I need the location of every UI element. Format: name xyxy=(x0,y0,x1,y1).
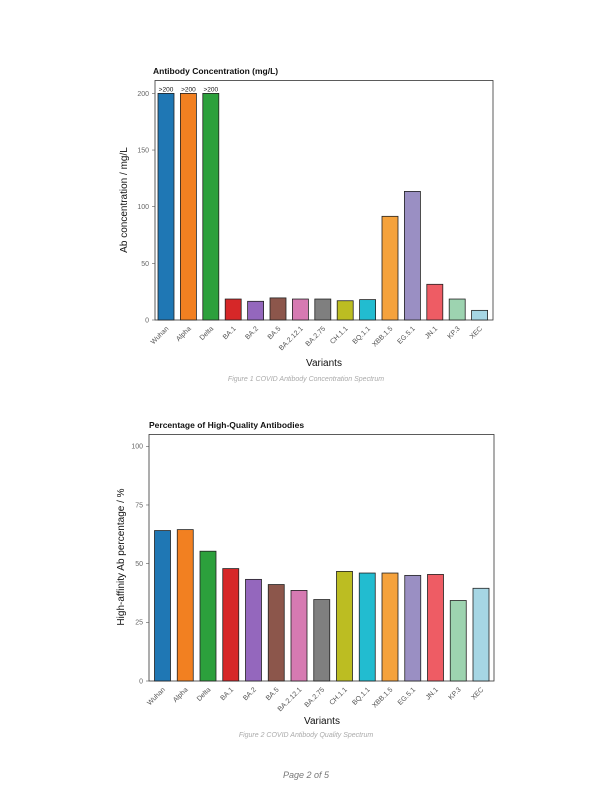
x-ticks: Wuhan Alpha Delta BA.1 BA.2 BA.5BA.2.12.1 BA.2… xyxy=(146,686,485,713)
y-tick-label: 0 xyxy=(145,317,149,324)
x-tick-label: Alpha xyxy=(175,325,193,343)
bar-jn-1 xyxy=(427,574,444,682)
x-tick-label: BA.5 xyxy=(265,686,281,702)
x-tick-label: EG.5.1 xyxy=(397,686,417,706)
x-tick-label: BA.2 xyxy=(244,325,260,341)
y-ticks: 0 25 50 75 100 xyxy=(131,444,149,685)
bar-ba-5 xyxy=(269,297,287,321)
x-tick-label: Delta xyxy=(199,325,216,342)
bar-bq-1-1 xyxy=(358,572,376,682)
bar-ba-1 xyxy=(222,568,240,682)
x-tick-label: XEC xyxy=(469,325,484,340)
data-label: >200 xyxy=(181,86,196,93)
x-tick-label: Delta xyxy=(196,686,213,703)
bar-ch-1-1 xyxy=(336,300,354,321)
x-tick-label: JN.1 xyxy=(425,686,440,701)
y-ticks: 0 50 100 150 200 xyxy=(137,91,155,324)
bar-ba-1 xyxy=(224,298,242,321)
bar-ba-2 xyxy=(247,300,265,321)
bar-xbb-1-5 xyxy=(381,572,399,682)
bar-xbb-1-5 xyxy=(381,215,399,321)
x-tick-label: XEC xyxy=(470,686,485,701)
x-tick-label: BA.2.75 xyxy=(304,686,327,709)
y-tick-label: 100 xyxy=(131,444,143,451)
x-tick-label: XBB.1.5 xyxy=(371,325,394,348)
x-ticks: Wuhan Alpha Delta BA.1 BA.2 BA.5BA.2.12.1 BA.2… xyxy=(150,325,484,352)
bar-ba-2-75 xyxy=(314,298,332,321)
y-tick-label: 25 xyxy=(135,620,143,627)
x-axis-label: Variants xyxy=(304,716,340,727)
x-tick-label: BQ.1.1 xyxy=(351,686,371,706)
y-axis-label: High-affinity Ab percentage / % xyxy=(116,488,127,625)
figure-caption: Figure 1 COVID Antibody Concentration Sp… xyxy=(228,376,384,383)
x-tick-label: BA.2 xyxy=(242,686,258,702)
x-tick-label: Wuhan xyxy=(150,325,171,346)
x-tick-label: CH.1.1 xyxy=(329,325,349,345)
chart-high-quality-antibodies: Percentage of High-Quality Antibodies 0 2… xyxy=(116,420,495,739)
x-tick-label: KP.3 xyxy=(448,686,463,701)
y-tick-label: 50 xyxy=(135,561,143,568)
chart-title: Percentage of High-Quality Antibodies xyxy=(149,420,304,430)
y-tick-label: 50 xyxy=(141,261,149,268)
x-tick-label: BA.2.75 xyxy=(305,325,328,348)
bar-eg-5-1 xyxy=(404,574,422,682)
bar-ba-2-75 xyxy=(313,599,331,682)
page-number: Page 2 of 5 xyxy=(282,770,330,780)
bar-delta xyxy=(199,550,217,682)
x-tick-label: Alpha xyxy=(172,686,190,704)
bar-ba-2-12-1 xyxy=(290,590,308,682)
data-label: >200 xyxy=(159,86,174,93)
bar-wuhan xyxy=(154,530,171,682)
bar-wuhan xyxy=(157,93,175,321)
bar-ch-1-1 xyxy=(336,570,353,682)
bars xyxy=(154,529,490,682)
bar-xec xyxy=(472,587,490,682)
x-tick-label: CH.1.1 xyxy=(329,686,349,706)
x-tick-label: BA.5 xyxy=(267,325,283,341)
x-tick-label: BA.1 xyxy=(222,325,238,341)
y-tick-label: 0 xyxy=(139,678,143,685)
chart-title: Antibody Concentration (mg/L) xyxy=(153,66,278,76)
x-tick-label: BQ.1.1 xyxy=(352,325,372,345)
bar-kp-3 xyxy=(449,600,467,682)
x-tick-label: XBB.1.5 xyxy=(371,686,394,709)
y-tick-label: 75 xyxy=(135,502,143,509)
bar-alpha xyxy=(176,529,194,682)
bar-ba-5 xyxy=(267,584,285,682)
x-tick-label: BA.2.12.1 xyxy=(278,325,305,352)
x-tick-label: JN.1 xyxy=(424,325,439,340)
bar-jn-1 xyxy=(426,283,444,321)
bar-delta xyxy=(202,93,220,321)
bar-ba-2 xyxy=(245,578,262,682)
bar-bq-1-1 xyxy=(359,299,377,321)
y-tick-label: 100 xyxy=(137,204,149,211)
y-tick-label: 150 xyxy=(137,147,149,154)
bar-eg-5-1 xyxy=(403,191,421,321)
y-tick-label: 200 xyxy=(137,91,149,98)
bar-xec xyxy=(471,309,489,321)
bars: >200 >200 >200 xyxy=(157,86,489,321)
x-axis-label: Variants xyxy=(306,358,342,369)
bar-kp-3 xyxy=(448,298,466,321)
x-tick-label: Wuhan xyxy=(146,686,167,707)
y-axis-label: Ab concentration / mg/L xyxy=(119,147,130,253)
bar-ba-2-12-1 xyxy=(291,298,309,321)
chart-antibody-concentration: Antibody Concentration (mg/L) 0 50 100 150 2… xyxy=(119,66,494,383)
x-tick-label: EG.5.1 xyxy=(396,325,416,345)
x-tick-label: BA.2.12.1 xyxy=(277,686,304,713)
figure-caption: Figure 2 COVID Antibody Quality Spectrum xyxy=(239,732,374,739)
bar-alpha xyxy=(179,93,197,321)
x-tick-label: KP.3 xyxy=(447,325,462,340)
data-label: >200 xyxy=(203,86,218,93)
x-tick-label: BA.1 xyxy=(219,686,235,702)
